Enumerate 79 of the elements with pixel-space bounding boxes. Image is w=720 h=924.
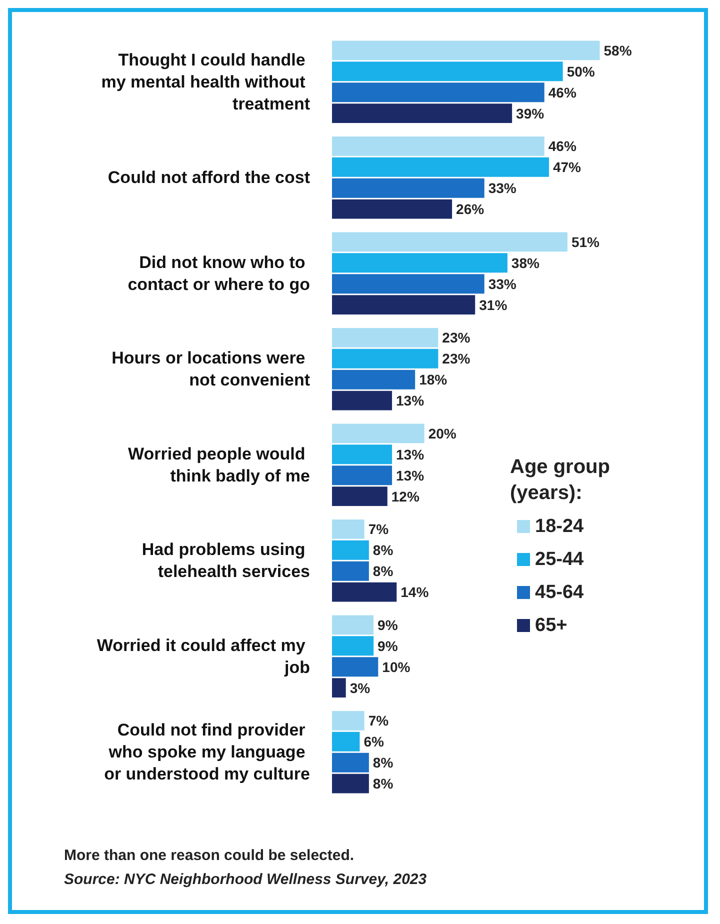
data-label: 13% [396,392,425,409]
data-label: 9% [378,616,398,633]
y-tick-label: Could not afford the cost [108,168,310,188]
bar [332,561,369,581]
bar [332,732,360,752]
bar [332,678,346,698]
bar [332,774,369,794]
data-label: 8% [372,776,394,792]
bar [332,615,374,635]
y-tick-label: Worried it could affect my job [96,636,310,677]
legend-label: 18-24 [535,516,584,537]
bar [332,178,484,198]
data-label: 39% [516,105,545,122]
data-label: 13% [396,446,425,462]
data-label: 46% [548,138,577,154]
data-label: 26% [456,201,485,218]
bar [332,295,476,315]
data-label: 7% [368,521,390,538]
bar [332,348,438,368]
bar [332,136,544,156]
bar [332,232,568,252]
data-label: 58% [604,42,632,58]
bar [332,274,484,294]
data-label: 10% [382,658,411,675]
data-label: 46% [548,84,577,100]
bar [332,424,424,444]
bar [332,466,392,486]
data-label: 8% [372,563,394,580]
bar [332,540,369,560]
bar [332,657,378,677]
bar [332,636,374,656]
data-label: 6% [364,734,384,750]
y-tick-label: Had problems using telehealth services [142,540,310,582]
source-note: Source: NYC Neighborhood Wellness Survey, 2023 [64,871,428,888]
data-label: 47% [552,159,582,176]
data-label: 8% [372,754,394,771]
bar [332,710,364,730]
data-label: 20% [428,425,457,442]
y-tick-label: Thought I could handle my mental health without treatment [101,50,310,114]
text: More than one reason could be selected. [64,847,354,864]
bar [332,253,508,273]
bar [332,199,452,219]
bar [332,752,369,772]
legend-label: 25-44 [535,549,584,570]
bar [332,519,364,539]
data-label: 14% [400,584,430,600]
data-label: 9% [378,638,398,654]
legend-title: Age group (years): [510,456,616,504]
legend-label: 45-64 [535,582,584,603]
data-label: 50% [566,63,596,80]
data-label: 51% [571,234,600,250]
bar [332,40,600,60]
bar [332,104,512,124]
bar [332,390,392,410]
data-label: 23% [442,350,471,367]
data-label: 7% [368,712,390,729]
bar [332,157,549,177]
data-label: 3% [350,680,371,696]
data-label: 31% [479,296,508,313]
data-label: 12% [391,488,420,504]
bar [332,82,544,102]
y-tick-label: Could not find provider who spoke my language or understood my culture [104,720,310,784]
bar [332,328,438,348]
data-label: 38% [511,254,540,271]
bar [332,62,563,82]
legend-label: 65+ [535,615,568,636]
bar [332,582,397,602]
data-label: 13% [396,467,425,484]
bar [332,486,388,506]
y-tick-label: Hours or locations were not convenient [112,348,310,390]
data-label: 23% [442,330,471,346]
data-label: 33% [488,180,517,196]
data-label: 8% [372,542,394,558]
y-tick-label: Did not know who to contact or where to go [128,252,310,294]
data-label: 33% [488,276,517,292]
bar [332,444,392,464]
data-label: 18% [419,372,448,388]
bar [332,370,416,390]
y-tick-label: Worried people would think badly of me [128,444,310,486]
